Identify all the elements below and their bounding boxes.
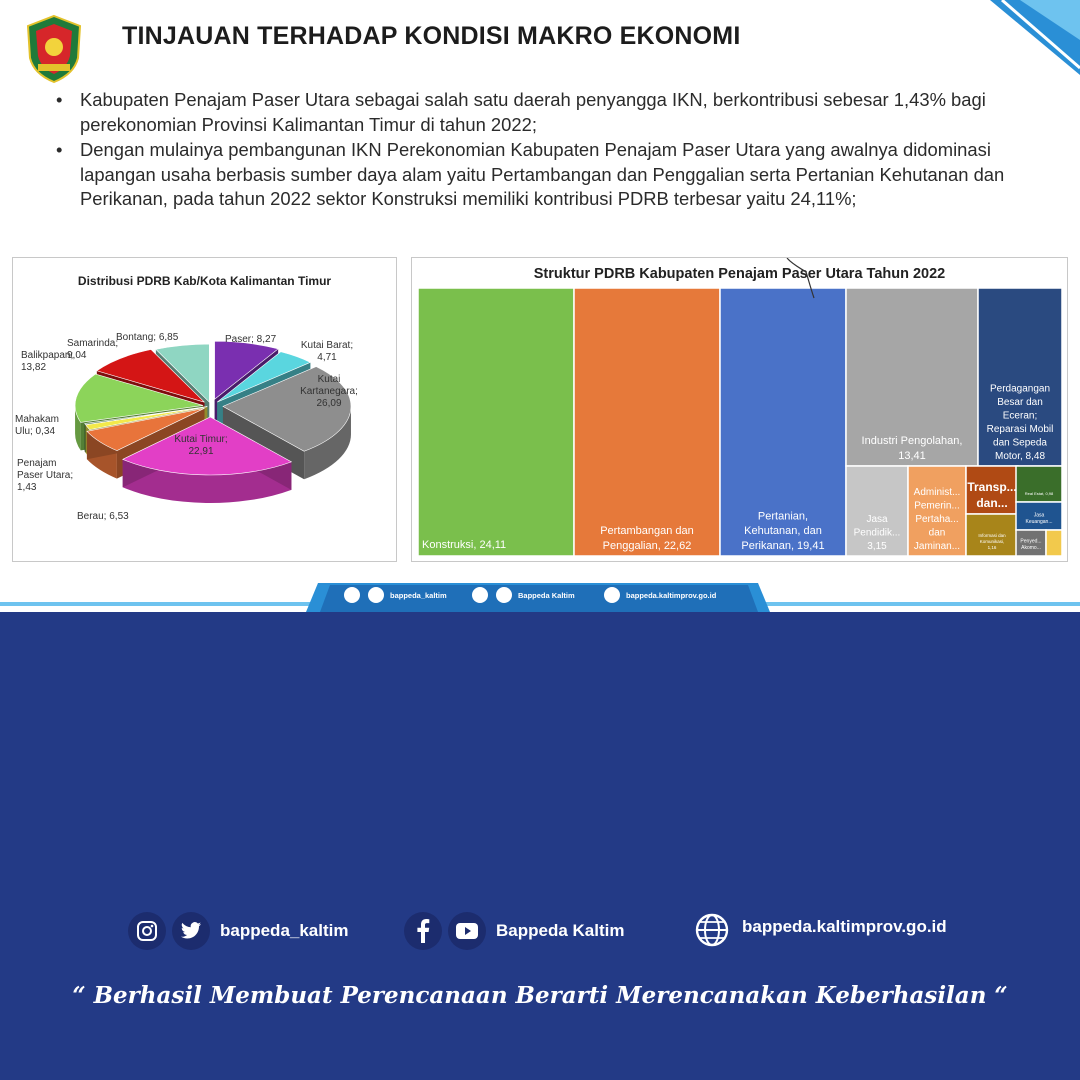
pie-chart-panel: Distribusi PDRB Kab/Kota Kalimantan Timu… <box>12 257 397 562</box>
slide-footer-bar <box>0 583 1080 612</box>
pie-slice-samarinda <box>96 349 205 403</box>
bullet-item: • Dengan mulainya pembangunan IKN Pereko… <box>56 138 1016 212</box>
corner-decoration <box>990 0 1080 75</box>
social-instagram-twitter[interactable]: bappeda_kaltim <box>128 912 349 950</box>
treemap-label-0: Konstruksi, 24,11 <box>422 539 506 551</box>
treemap-cell-lainnya <box>1045 529 1063 557</box>
pie-slice-mahakam-ulu <box>84 406 208 426</box>
instagram-handle[interactable]: bappeda_kaltim <box>220 921 349 940</box>
treemap-cell-perdagangan-besar-dan-eceran-reparasi-mobil-dan-sepeda-motor <box>977 287 1063 467</box>
pie-label-penajam-paser-utara: Penajam Paser Utara; 1,43 <box>17 458 73 493</box>
pie-slice-bontang <box>155 343 210 403</box>
bullet-list: • Kabupaten Penajam Paser Utara sebagai … <box>56 88 1016 213</box>
treemap-label-8: Real Estat, 0,98 <box>1025 491 1054 496</box>
pie-label-kutai-barat: Kutai Barat; 4,71 <box>301 340 353 363</box>
twitter-icon[interactable] <box>172 912 210 950</box>
kaltim-logo-icon <box>26 14 82 84</box>
globe-icon[interactable] <box>694 912 730 948</box>
social-facebook-youtube[interactable]: Bappeda Kaltim <box>404 912 624 950</box>
pie-slice-kutai-kartanegara <box>222 366 352 452</box>
slide-title: TINJAUAN TERHADAP KONDISI MAKRO EKONOMI <box>122 22 741 50</box>
treemap-label-10: Jasa Keuangan... <box>1026 512 1053 525</box>
treemap-label-11: Penyed... Akomo... <box>1020 538 1041 551</box>
treemap-label-5: Jasa Pendidik... 3,15 <box>854 514 901 552</box>
treemap-cell-transportasi-dan-pergudangan <box>965 465 1019 515</box>
treemap-label-3: Industri Pengolahan, 13,41 <box>862 435 963 462</box>
pie-slice-paser <box>214 340 279 400</box>
pie-label-paser: Paser; 8,27 <box>225 334 277 345</box>
treemap-label-9: Informasi dan Komunikasi, 1,16 <box>978 533 1006 550</box>
footer-page-name: Bappeda Kaltim <box>518 591 575 600</box>
pie-label-berau: Berau; 6,53 <box>77 511 129 522</box>
bullet-text: Dengan mulainya pembangunan IKN Perekono… <box>80 139 1005 209</box>
treemap-cell-industri-pengolahan <box>845 287 979 467</box>
facebook-page-name[interactable]: Bappeda Kaltim <box>496 921 625 940</box>
pie-label-mahakam-ulu: Mahakam Ulu; 0,34 <box>15 414 59 437</box>
slide: TINJAUAN TERHADAP KONDISI MAKRO EKONOMI … <box>0 0 1080 612</box>
youtube-icon[interactable] <box>448 912 486 950</box>
bullet-symbol: • <box>56 139 63 160</box>
treemap-title: Struktur PDRB Kabupaten Penajam Paser Ut… <box>533 266 946 282</box>
pie-slice-berau <box>86 408 205 451</box>
pie-slice-kutai-barat <box>217 351 312 403</box>
bullet-symbol: • <box>56 89 63 110</box>
pie-label-samarinda: Samarinda; 9,04 <box>67 338 118 361</box>
pie-chart: Paser; 8,27 Kutai Barat; 4,71 Kutai Kartaneg… <box>15 332 358 522</box>
bullet-item: • Kabupaten Penajam Paser Utara sebagai … <box>56 88 1016 137</box>
pie-label-kutai-timur: Kutai Timur; 22,91 <box>174 434 227 457</box>
pie-label-balikpapan: Balikpapan; 13,82 <box>21 350 73 373</box>
treemap-cell-real-estat <box>1015 465 1063 503</box>
treemap-cell-pertanian-kehutanan-dan-perikanan <box>719 287 847 557</box>
website-url[interactable]: bappeda.kaltimprov.go.id <box>742 917 947 936</box>
treemap-cell-informasi-dan-komunikasi <box>965 513 1019 557</box>
bullet-text: Kabupaten Penajam Paser Utara sebagai sa… <box>80 89 986 135</box>
footer-website: bappeda.kaltimprov.go.id <box>626 591 717 600</box>
treemap-cell-konstruksi <box>417 287 575 557</box>
treemap-label-6: Administ... Pemerin... Pertaha... dan Jamina… <box>914 487 961 552</box>
pie-chart-title: Distribusi PDRB Kab/Kota Kalimantan Timu… <box>77 274 332 288</box>
treemap-panel: Struktur PDRB Kabupaten Penajam Paser Ut… <box>411 257 1068 562</box>
treemap-label-7: Transp... dan... <box>967 480 1016 510</box>
footer-handle: bappeda_kaltim <box>390 591 447 600</box>
annotation-stroke <box>786 258 815 299</box>
facebook-icon[interactable] <box>404 912 442 950</box>
pie-label-kutai-kartanegara: Kutai Kartanegara; 26,09 <box>300 374 358 409</box>
treemap-label-2: Pertanian, Kehutanan, dan Perikanan, 19,41 <box>741 510 824 552</box>
treemap-label-1: Pertambangan dan Penggalian, 22,62 <box>600 525 694 552</box>
treemap-cell-pertambangan-dan-penggalian <box>573 287 721 557</box>
pie-slice-kutai-timur <box>121 416 293 476</box>
treemap-cell-administrasi-pemerintahan-pertahanan-dan-jaminan-sosial <box>907 465 967 557</box>
treemap-label-4: Perdagangan Besar dan Eceran; Reparasi Mobi… <box>987 384 1054 463</box>
social-links: bappeda_kaltim Bappeda Kaltim bappeda.ka… <box>0 912 1080 958</box>
tagline: “ Berhasil Membuat Perencanaan Berarti M… <box>72 982 1008 1009</box>
pie-label-bontang: Bontang; 6,85 <box>116 332 179 343</box>
treemap-cell-jasa-pendidikan <box>845 465 909 557</box>
instagram-icon[interactable] <box>128 912 166 950</box>
treemap-chart: Konstruksi, 24,11 Pertambangan dan Penggal… <box>417 258 1063 557</box>
pie-slice-balikpapan <box>74 373 204 423</box>
social-website[interactable]: bappeda.kaltimprov.go.id <box>694 912 947 948</box>
